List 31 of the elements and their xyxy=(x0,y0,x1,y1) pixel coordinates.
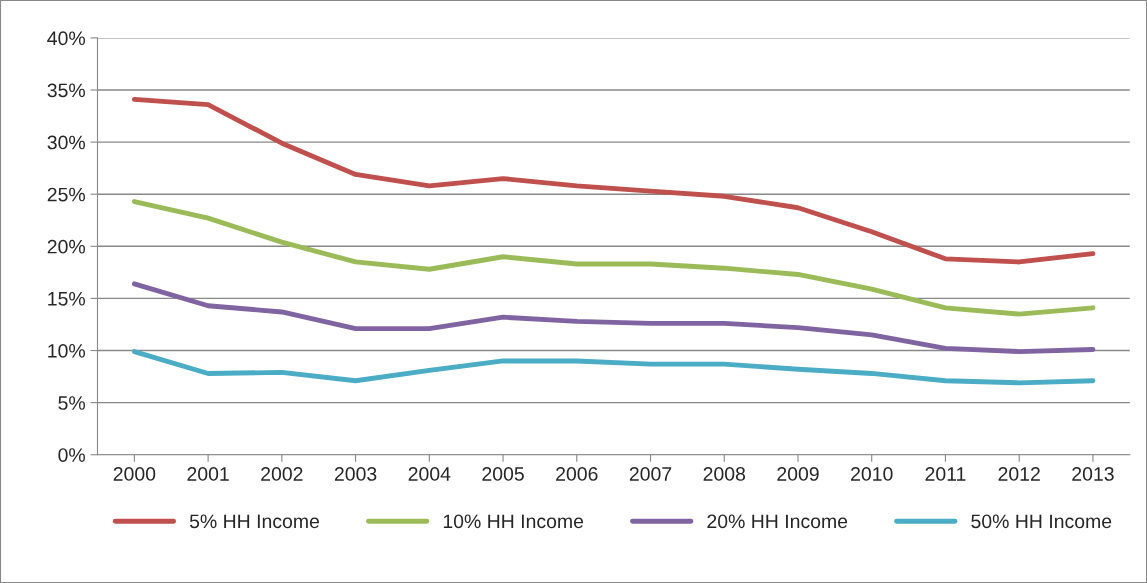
x-tick-label: 2010 xyxy=(851,467,893,481)
legend-label: 20% HH Income xyxy=(707,514,848,529)
y-tick-label: 15% xyxy=(48,291,85,306)
x-tick-label: 2004 xyxy=(408,467,451,481)
y-tick-label: 20% xyxy=(47,239,85,254)
x-tick-label: 2002 xyxy=(261,467,303,481)
line-series xyxy=(131,96,1096,265)
line-series xyxy=(131,349,1096,386)
y-tick-label: 5% xyxy=(58,396,85,410)
line-series xyxy=(131,199,1096,317)
x-tick-label: 2001 xyxy=(187,467,229,481)
legend-label: 10% HH Income xyxy=(443,514,584,529)
y-tick-label: 10% xyxy=(48,344,85,358)
x-tick-label: 2003 xyxy=(334,467,377,481)
y-tick-label: 40% xyxy=(47,31,85,46)
x-tick-label: 2012 xyxy=(998,467,1040,481)
x-tick-label: 2005 xyxy=(482,467,524,481)
x-tick-label: 2011 xyxy=(925,467,966,481)
x-tick-label: 2008 xyxy=(703,467,746,481)
legend-label: 5% HH Income xyxy=(189,514,320,529)
x-tick-label: 2006 xyxy=(556,467,598,481)
x-tick-label: 2007 xyxy=(629,467,672,481)
x-tick-label: 2009 xyxy=(777,467,819,481)
line-series xyxy=(131,281,1096,354)
y-tick-label: 30% xyxy=(47,135,85,150)
y-tick-label: 25% xyxy=(47,187,85,202)
legend-label: 50% HH Income xyxy=(971,514,1112,529)
y-tick-label: 0% xyxy=(58,448,85,462)
x-tick-label: 2013 xyxy=(1072,467,1114,481)
y-tick-label: 35% xyxy=(47,83,85,98)
x-tick-label: 2000 xyxy=(113,467,156,481)
